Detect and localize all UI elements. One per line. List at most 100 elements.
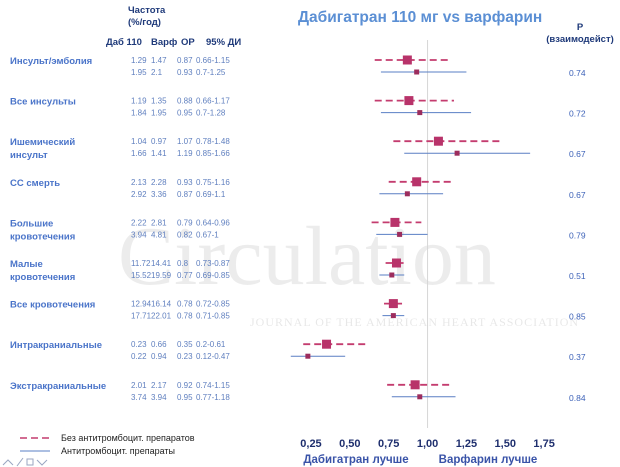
- ci-value: 0.12-0.47: [196, 352, 230, 361]
- category-label: Все инсульты: [10, 97, 76, 108]
- p-value: 0.74: [569, 68, 586, 78]
- x-tick-label: 0,75: [378, 438, 399, 450]
- or-value: 0.78: [177, 300, 193, 309]
- ci-value: 0.85-1.66: [196, 149, 230, 158]
- dab-rate: 0.22: [131, 352, 147, 361]
- p-value: 0.67: [569, 149, 586, 159]
- forest-row: СС смерть 2.13 2.28 0.93 0.75-1.16 2.92 3.36 0.…: [10, 177, 586, 200]
- or-value: 0.82: [177, 230, 193, 239]
- p-value: 0.67: [569, 190, 586, 200]
- ci-column-header: 95% ДИ: [206, 37, 241, 48]
- menu-icon[interactable]: [26, 458, 34, 466]
- dab-column-header: Даб 110: [106, 37, 142, 48]
- p-value: 0.84: [569, 393, 586, 403]
- chart-title: Дабигатран 110 мг vs варфарин: [298, 9, 542, 26]
- p-value: 0.79: [569, 230, 586, 240]
- or-value: 0.93: [177, 68, 193, 77]
- estimate-point-antiplatelet: [390, 313, 396, 319]
- dab-rate: 1.04: [131, 137, 147, 146]
- ci-value: 0.75-1.16: [196, 178, 230, 187]
- warf-rate: 0.66: [151, 340, 167, 349]
- dab-rate: 15.52: [131, 271, 152, 280]
- ci-value: 0.74-1.15: [196, 381, 230, 390]
- category-label: Экстракраниальные: [10, 381, 106, 392]
- ci-value: 0.73-0.87: [196, 259, 230, 268]
- estimate-point-no-antiplatelet: [390, 217, 400, 227]
- p-value: 0.72: [569, 109, 586, 119]
- x-tick-label: 1,50: [495, 438, 516, 450]
- or-value: 0.95: [177, 393, 193, 402]
- warf-rate: 3.36: [151, 190, 167, 199]
- forest-row: Все кровотечения 12.94 16.14 0.78 0.72-0.85 1…: [10, 299, 586, 322]
- estimate-point-no-antiplatelet: [412, 177, 422, 187]
- estimate-point-no-antiplatelet: [402, 55, 412, 65]
- watermark-subtext: JOURNAL OF THE AMERICAN HEART ASSOCIATIO…: [250, 315, 579, 329]
- pen-icon[interactable]: [16, 457, 24, 467]
- dab-rate: 2.22: [131, 218, 147, 227]
- warf-rate: 2.17: [151, 381, 167, 390]
- ci-value: 0.66-1.15: [196, 56, 230, 65]
- category-label: Малые кровотечения: [10, 259, 75, 283]
- category-label: Все кровотечения: [10, 300, 95, 311]
- dab-rate: 3.74: [131, 393, 147, 402]
- x-label-right: Варфарин лучше: [439, 454, 538, 466]
- estimate-point-antiplatelet: [404, 191, 410, 197]
- warf-rate: 14.41: [151, 259, 172, 268]
- forest-row: Все инсульты 1.19 1.35 0.88 0.66-1.17 1.84 1.9…: [10, 96, 586, 119]
- ci-value: 0.2-0.61: [196, 340, 226, 349]
- dab-rate: 2.13: [131, 178, 147, 187]
- or-value: 0.77: [177, 271, 193, 280]
- ci-value: 0.64-0.96: [196, 218, 230, 227]
- ci-value: 0.69-1.1: [196, 190, 226, 199]
- estimate-point-no-antiplatelet: [391, 258, 401, 268]
- estimate-point-antiplatelet: [417, 110, 423, 116]
- category-label: Ишемический инсульт: [10, 137, 75, 161]
- slide-toolbar[interactable]: [2, 457, 48, 467]
- warf-rate: 2.28: [151, 178, 167, 187]
- legend: Без антитромбоцит. препаратов Антитромбо…: [20, 433, 195, 456]
- ci-value: 0.77-1.18: [196, 393, 230, 402]
- dab-rate: 1.66: [131, 149, 147, 158]
- forest-row: Малые кровотечения 11.72 14.41 0.8 0.73-0.87 1…: [10, 258, 586, 283]
- p-interaction-header: P (взаимодейст): [546, 22, 614, 45]
- estimate-point-antiplatelet: [389, 272, 395, 278]
- or-value: 1.07: [177, 137, 193, 146]
- legend-label-no-antiplatelet: Без антитромбоцит. препаратов: [61, 433, 195, 443]
- warf-column-header: Варф: [151, 37, 177, 48]
- journal-watermark: Circulation JOURNAL OF THE AMERICAN HEAR…: [118, 210, 579, 329]
- or-value: 0.23: [177, 352, 193, 361]
- prev-slide-icon[interactable]: [2, 459, 14, 466]
- dab-rate: 17.71: [131, 312, 152, 321]
- x-label-left: Дабигатран лучше: [303, 454, 408, 466]
- x-tick-label: 1,25: [456, 438, 477, 450]
- or-value: 0.79: [177, 218, 193, 227]
- category-label: СС смерть: [10, 178, 60, 189]
- or-value: 1.19: [177, 149, 193, 158]
- estimate-point-antiplatelet: [397, 231, 403, 237]
- warf-rate: 1.35: [151, 97, 167, 106]
- forest-row: Экстракраниальные 2.01 2.17 0.92 0.74-1.15 3.…: [10, 380, 586, 403]
- warf-rate: 19.59: [151, 271, 172, 280]
- ci-value: 0.69-0.85: [196, 271, 230, 280]
- estimate-point-no-antiplatelet: [433, 136, 443, 146]
- dab-rate: 12.94: [131, 300, 152, 309]
- ci-value: 0.71-0.85: [196, 312, 230, 321]
- warf-rate: 1.41: [151, 149, 167, 158]
- x-tick-label: 0,50: [339, 438, 360, 450]
- x-axis: 0,25 0,50 0,75 1,00 1,25 1,50 1,75 Дабигатран л…: [300, 438, 555, 466]
- estimate-point-no-antiplatelet: [410, 380, 420, 390]
- ci-value: 0.67-1: [196, 230, 219, 239]
- ci-value: 0.7-1.25: [196, 68, 226, 77]
- ci-value: 0.72-0.85: [196, 300, 230, 309]
- dab-rate: 1.29: [131, 56, 147, 65]
- dab-rate: 2.92: [131, 190, 147, 199]
- x-tick-label: 1,75: [533, 438, 554, 450]
- next-slide-icon[interactable]: [36, 459, 48, 466]
- forest-row: Инсульт/эмболия 1.29 1.47 0.87 0.66-1.15 1.95…: [10, 55, 586, 78]
- estimate-point-no-antiplatelet: [322, 339, 332, 349]
- x-tick-label: 0,25: [300, 438, 321, 450]
- dab-rate: 0.23: [131, 340, 147, 349]
- category-label: Инсульт/эмболия: [10, 56, 92, 67]
